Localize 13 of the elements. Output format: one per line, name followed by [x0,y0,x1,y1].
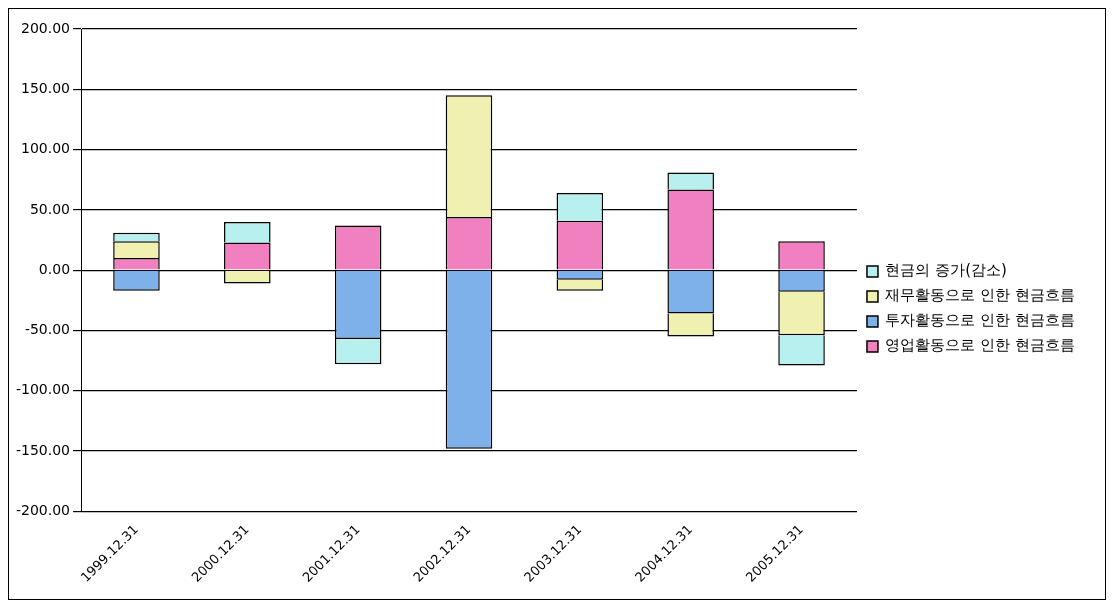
y-tick-label: -200.00 [15,501,71,518]
y-tick-label: 100.00 [21,140,71,157]
legend-label: 투자활동으로 인한 현금흐름 [885,311,1076,330]
y-tick-label: 150.00 [21,79,71,96]
y-tick-label: 50.00 [29,200,71,217]
y-tick-label: -100.00 [15,381,71,398]
legend-label: 영업활동으로 인한 현금흐름 [885,336,1076,355]
y-tick-label: 0.00 [38,260,71,277]
legend-label: 재무활동으로 인한 현금흐름 [885,286,1076,305]
y-tick-label: 200.00 [21,19,71,36]
legend-label: 현금의 증가(감소) [885,261,1007,280]
y-tick-label: -150.00 [15,441,71,458]
y-tick-label: -50.00 [24,321,71,338]
